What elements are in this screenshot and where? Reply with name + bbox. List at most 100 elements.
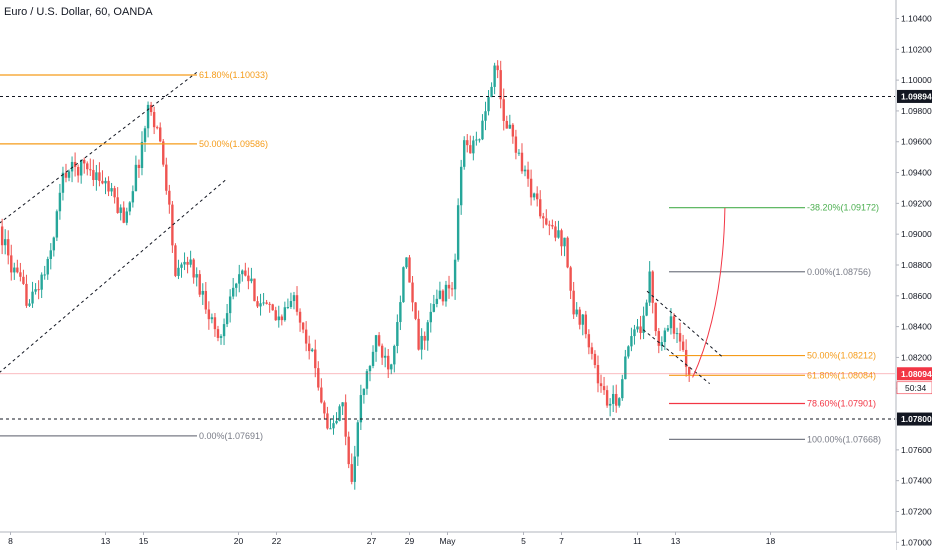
candle-body	[545, 218, 548, 225]
candle-body	[283, 307, 287, 321]
candle-body	[420, 335, 423, 350]
level-tag-0-bg	[897, 89, 932, 103]
candle-body	[140, 141, 144, 169]
candle-body	[505, 120, 508, 129]
candle-body	[253, 278, 256, 302]
y-tick-label-0: 1.10400	[901, 13, 932, 23]
candle-body	[411, 282, 414, 303]
candle-body	[529, 178, 533, 198]
candle-body	[171, 204, 174, 246]
candle-body	[532, 193, 536, 198]
candle-body	[611, 393, 615, 404]
candle-body	[423, 335, 426, 341]
candle-body	[657, 331, 660, 346]
candle-body	[228, 296, 232, 314]
candle-body	[107, 180, 110, 192]
candle-body	[551, 225, 554, 227]
candle-body	[143, 128, 147, 142]
candle-body	[554, 226, 557, 238]
candle-body	[678, 333, 682, 342]
candle-body	[621, 379, 624, 399]
candle-body	[177, 267, 180, 276]
candle-body	[672, 316, 676, 334]
y-tick-label-4: 1.09600	[901, 137, 932, 147]
candle-body	[669, 316, 673, 329]
candle-body	[642, 315, 645, 333]
candle-body	[590, 347, 594, 354]
candle-body	[645, 302, 648, 316]
candle-body	[633, 329, 636, 337]
candle-body	[539, 199, 542, 217]
candle-body	[429, 311, 432, 323]
candle-body	[675, 333, 679, 335]
candle-body	[356, 422, 360, 457]
candle-body	[630, 336, 633, 347]
candle-body	[83, 159, 86, 164]
candle-body	[481, 120, 484, 140]
candle-body	[256, 301, 259, 307]
candle-body	[113, 188, 116, 198]
candle-body	[213, 317, 217, 330]
candle-body	[584, 314, 588, 335]
candle-body	[244, 270, 247, 276]
x-tick-label-12: 18	[766, 536, 776, 546]
y-tick-label-10: 1.08400	[901, 322, 932, 332]
candle-body	[292, 295, 296, 302]
candle-body	[76, 166, 80, 176]
candle-body	[295, 295, 299, 312]
candle-body	[660, 342, 664, 346]
candle-body	[687, 366, 691, 375]
candle-body	[238, 274, 241, 284]
candle-body	[450, 288, 454, 290]
current-price-tag-bg	[897, 367, 932, 381]
candle-body	[219, 336, 223, 338]
candle-body	[180, 264, 183, 268]
candle-body	[225, 313, 229, 325]
y-tick-label-17: 1.07000	[901, 537, 932, 547]
fib-right-label-2: 50.00%(1.08212)	[807, 351, 876, 361]
candle-body	[636, 326, 639, 330]
x-tick-label-4: 22	[272, 536, 282, 546]
candle-body	[511, 124, 515, 137]
candle-body	[684, 349, 688, 367]
candle-body	[307, 343, 311, 352]
candle-body	[596, 365, 600, 384]
candle-body	[235, 283, 238, 288]
candle-body	[380, 345, 384, 358]
candle-body	[16, 267, 19, 273]
x-tick-label-11: 13	[671, 536, 681, 546]
candle-body	[183, 261, 186, 265]
candle-body	[70, 161, 74, 172]
candle-body	[563, 237, 566, 247]
candle-body	[374, 335, 378, 352]
candle-body	[444, 284, 448, 302]
y-tick-label-11: 1.08200	[901, 352, 932, 362]
candle-body	[0, 226, 4, 246]
candle-body	[575, 309, 578, 315]
candle-body	[396, 322, 399, 346]
candle-body	[484, 111, 487, 121]
candle-body	[155, 127, 159, 129]
candle-body	[383, 355, 387, 358]
candle-body	[651, 271, 654, 303]
candle-body	[338, 406, 341, 421]
candle-body	[49, 250, 52, 259]
candle-body	[341, 402, 344, 407]
candle-body	[353, 456, 356, 482]
candle-body	[666, 328, 670, 331]
candle-body	[469, 145, 472, 154]
x-tick-label-8: 5	[521, 536, 526, 546]
candle-body	[402, 267, 405, 303]
candle-body	[490, 86, 493, 98]
candle-body	[92, 170, 95, 180]
candle-body	[329, 428, 332, 430]
candle-body	[499, 70, 502, 100]
wedge-lower-line	[642, 329, 711, 385]
fib-left-label-2: 0.00%(1.07691)	[199, 431, 263, 441]
candle-body	[79, 159, 83, 176]
candle-body	[557, 230, 560, 238]
candle-body	[535, 193, 539, 200]
plot-area: 61.80%(1.10033) 50.00%(1.09586) 0.00%(1.07…	[0, 60, 895, 548]
candle-body	[453, 259, 457, 290]
